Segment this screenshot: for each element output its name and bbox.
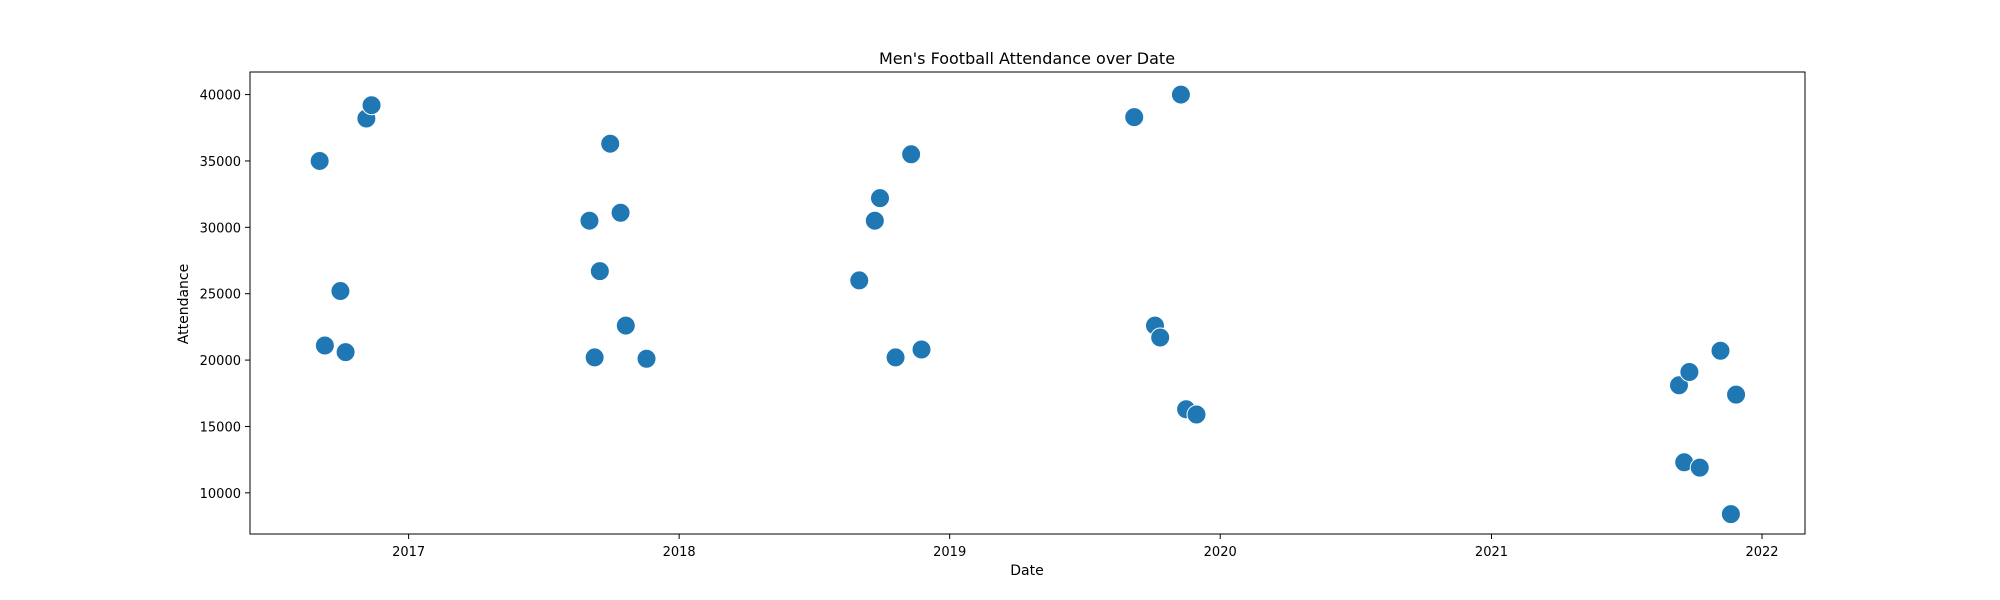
data-point xyxy=(1668,375,1689,396)
plot-area: 2017 2018 2019 2020 2021 2022 10000 15000 20000 2… xyxy=(200,84,1779,560)
data-point xyxy=(911,339,932,360)
data-point xyxy=(335,342,356,363)
x-axis-label: Date xyxy=(1010,563,1043,579)
data-point xyxy=(864,210,885,231)
data-point xyxy=(600,133,621,154)
x-tick-label: 2018 xyxy=(663,545,696,560)
data-point xyxy=(610,202,631,223)
data-point xyxy=(636,348,657,369)
data-point xyxy=(1726,384,1747,405)
data-point xyxy=(579,210,600,231)
data-point xyxy=(901,144,922,165)
data-point xyxy=(885,347,906,368)
y-tick-label: 30000 xyxy=(200,221,241,236)
x-tick-label: 2017 xyxy=(392,545,425,560)
data-point xyxy=(1710,340,1731,361)
data-point xyxy=(1150,327,1171,348)
y-tick-label: 15000 xyxy=(200,420,241,435)
data-point xyxy=(615,315,636,336)
x-tick-label: 2020 xyxy=(1204,545,1237,560)
x-tick-label: 2021 xyxy=(1475,545,1508,560)
y-tick-label: 35000 xyxy=(200,155,241,170)
y-axis-label: Attendance xyxy=(176,264,192,344)
data-point xyxy=(1689,457,1710,478)
data-point xyxy=(314,335,335,356)
y-tick-label: 25000 xyxy=(200,288,241,303)
data-point xyxy=(870,188,891,209)
y-tick-label: 20000 xyxy=(200,354,241,369)
data-point xyxy=(589,261,610,282)
x-tick-label: 2022 xyxy=(1745,545,1778,560)
data-point xyxy=(309,150,330,171)
data-point xyxy=(849,270,870,291)
chart-title: Men's Football Attendance over Date xyxy=(879,49,1175,68)
y-tick-label: 40000 xyxy=(200,89,241,104)
data-point xyxy=(1679,362,1700,383)
x-tick-label: 2019 xyxy=(933,545,966,560)
data-point xyxy=(361,95,382,116)
data-point xyxy=(584,347,605,368)
data-point xyxy=(330,281,351,302)
y-tick-label: 10000 xyxy=(200,487,241,502)
data-point xyxy=(1186,404,1207,425)
axes-frame xyxy=(249,71,1806,535)
data-point xyxy=(1170,84,1191,105)
data-point xyxy=(1720,504,1741,525)
data-point xyxy=(1124,107,1145,128)
